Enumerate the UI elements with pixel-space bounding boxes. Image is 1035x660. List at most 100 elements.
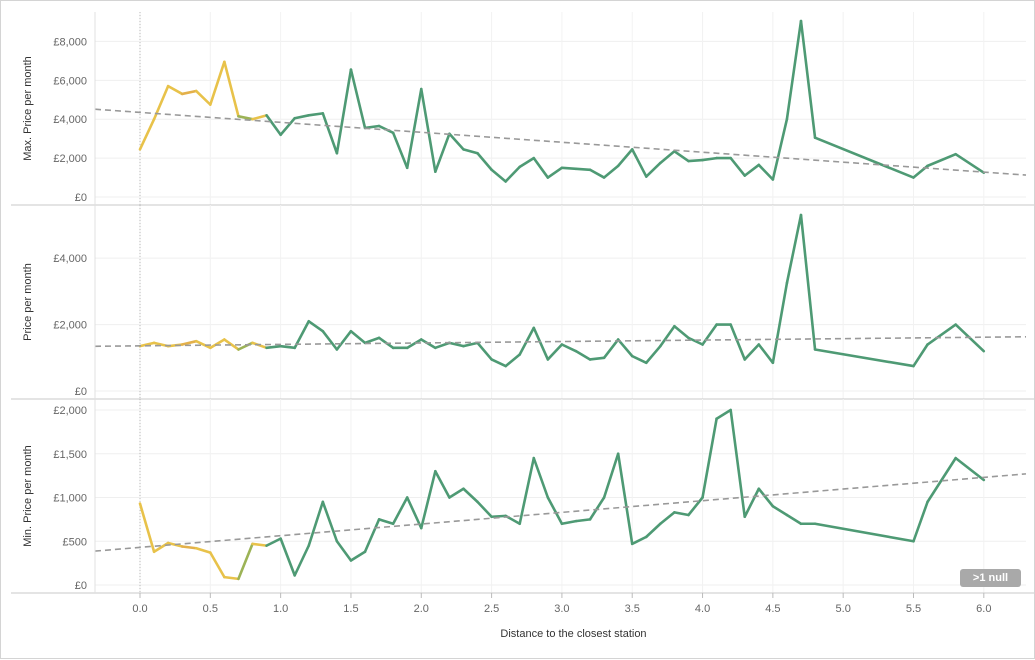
data-line-segment [448, 341, 465, 348]
data-line-segment [757, 163, 775, 181]
data-line-segment [152, 541, 170, 554]
data-line-segment [926, 456, 957, 504]
data-line-segment [518, 156, 536, 169]
data-line-segment [673, 324, 690, 340]
data-line-segment [771, 117, 789, 181]
data-line-segment [180, 89, 198, 96]
data-line-segment [209, 60, 226, 106]
data-line-segment [405, 338, 423, 350]
data-line-segment [687, 336, 704, 346]
data-line-segment [518, 456, 536, 526]
data-line-segment [546, 166, 564, 179]
data-line-segment [560, 343, 578, 353]
y-tick-label: £1,000 [53, 493, 87, 505]
data-line-segment [504, 353, 522, 368]
data-line-segment [813, 136, 915, 179]
data-line-segment [659, 511, 676, 526]
data-line-segment [138, 341, 156, 348]
data-line-segment [462, 148, 479, 155]
data-line-segment [644, 522, 662, 539]
y-tick-label: £500 [63, 536, 87, 548]
data-line-segment [771, 504, 789, 517]
data-line-segment [630, 535, 648, 546]
data-line-segment [194, 546, 212, 554]
data-line-segment [912, 500, 929, 543]
data-line-segment [476, 341, 493, 361]
data-line-segment [349, 329, 367, 345]
data-line-segment [405, 496, 423, 530]
data-line-segment [785, 513, 803, 526]
data-line-segment [138, 117, 156, 151]
data-line-segment [251, 114, 268, 121]
data-line-segment [209, 551, 226, 579]
data-line-segment [757, 487, 775, 508]
x-axis-title: Distance to the closest station [500, 628, 646, 640]
data-line-segment [265, 344, 282, 350]
data-line-segment [419, 469, 437, 530]
data-line-segment [194, 89, 212, 106]
null-values-badge[interactable]: >1 null [960, 569, 1021, 587]
x-tick-label: 1.0 [273, 603, 288, 615]
data-line-segment [166, 84, 184, 96]
data-line-segment [237, 542, 254, 581]
data-line-segment [701, 156, 718, 162]
data-line-segment [659, 324, 676, 348]
y-tick-label: £8,000 [53, 36, 87, 48]
data-line-segment [954, 152, 986, 174]
data-line-segment [237, 114, 254, 121]
y-tick-label: £2,000 [53, 153, 87, 165]
data-line-segment [293, 319, 311, 350]
data-line-segment [490, 514, 507, 519]
data-line-segment [462, 487, 479, 504]
data-line-segment [335, 68, 353, 155]
data-line-segment [532, 156, 550, 179]
y-tick-label: £2,000 [53, 320, 87, 332]
x-tick-label: 5.5 [906, 603, 921, 615]
data-line-segment [630, 354, 648, 365]
data-line-segment [391, 496, 409, 526]
data-line-segment [701, 323, 718, 346]
data-line-segment [546, 343, 564, 361]
data-line-segment [799, 213, 817, 351]
x-tick-label: 2.5 [484, 603, 499, 615]
data-line-segment [476, 500, 493, 519]
x-tick-label: 3.0 [554, 603, 569, 615]
data-line-segment [223, 60, 240, 118]
data-line-segment [785, 213, 803, 285]
data-line-segment [630, 148, 648, 178]
data-line-segment [335, 329, 353, 351]
data-line-segment [321, 329, 339, 351]
data-line-segment [391, 131, 409, 170]
data-line-segment [659, 149, 676, 165]
data-line-segment [588, 356, 606, 361]
x-tick-label: 5.0 [836, 603, 851, 615]
data-line-segment [293, 544, 311, 577]
data-line-segment [813, 348, 915, 368]
y-axis-title: Min. Price per month [22, 445, 34, 546]
data-line-segment [574, 349, 592, 361]
data-line-segment [434, 132, 451, 174]
x-tick-label: 0.5 [203, 603, 218, 615]
x-tick-label: 2.0 [414, 603, 429, 615]
data-line-segment [785, 19, 803, 121]
data-line-segment [743, 487, 761, 519]
data-line-segment [729, 408, 747, 519]
data-line-segment [490, 168, 507, 183]
y-tick-label: £0 [75, 580, 87, 592]
y-tick-label: £0 [75, 192, 87, 204]
data-line-segment [349, 68, 367, 130]
data-line-segment [701, 417, 718, 499]
data-line-segment [293, 114, 311, 120]
data-line-segment [349, 550, 367, 562]
data-line-segment [771, 281, 789, 365]
x-tick-label: 3.5 [625, 603, 640, 615]
data-line-segment [588, 168, 606, 179]
x-tick-label: 0.0 [132, 603, 147, 615]
data-line-segment [223, 575, 240, 581]
data-line-segment [616, 148, 634, 168]
data-line-segment [757, 343, 775, 365]
data-line-segment [687, 158, 704, 163]
data-line-segment [279, 344, 297, 350]
x-tick-label: 4.5 [765, 603, 780, 615]
